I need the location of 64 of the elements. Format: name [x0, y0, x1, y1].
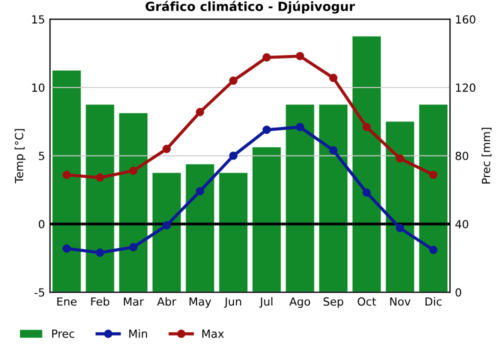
legend-label: Max: [202, 330, 224, 338]
point: [229, 152, 238, 160]
x-tick-label: Ene: [57, 297, 77, 306]
point: [262, 126, 271, 134]
x-tick-label: Jul: [259, 297, 272, 308]
y2-tick-label: 40: [455, 220, 468, 228]
point: [429, 170, 438, 180]
point: [296, 52, 304, 60]
point: [196, 108, 204, 116]
point: [262, 53, 271, 62]
point: [396, 154, 404, 163]
x-tick-label: Sep: [324, 297, 344, 308]
legend-label: Min: [129, 329, 147, 338]
point: [129, 243, 138, 252]
bar: [286, 104, 314, 292]
x-tick-label: Jun: [224, 297, 242, 308]
point: [162, 144, 171, 154]
x-tick-label: Ago: [289, 297, 310, 308]
point: [62, 244, 71, 253]
point: [396, 224, 404, 232]
x-tick-label: Feb: [91, 297, 110, 306]
point: [362, 188, 371, 197]
point: [129, 166, 138, 175]
point: [362, 122, 371, 132]
bar: [252, 147, 281, 292]
point: [196, 187, 204, 196]
y2-tick-label: 160: [456, 15, 476, 24]
bar: [86, 104, 114, 292]
y-tick-label: -5: [34, 288, 44, 297]
y-tick-label: 10: [32, 83, 44, 92]
point: [96, 248, 104, 257]
x-tick-label: Abr: [157, 297, 176, 306]
y2-axis-title: Prec [mm]: [482, 128, 492, 184]
y2-tick-label: 0: [456, 288, 462, 297]
point: [96, 173, 104, 182]
bar: [186, 164, 214, 292]
bar: [152, 172, 181, 292]
bar: [219, 172, 248, 292]
y-axis-title: Temp [°C]: [14, 129, 26, 184]
legend-label: Prec: [52, 330, 74, 338]
point: [162, 221, 171, 230]
bar: [119, 113, 148, 292]
x-tick-label: Oct: [358, 297, 376, 306]
point: [229, 76, 238, 85]
chart-title: Gráfico climático - Djúpivogur: [146, 0, 355, 14]
point: [329, 74, 338, 82]
y-tick-label: 5: [38, 152, 44, 160]
bar: [419, 104, 448, 292]
x-tick-label: Nov: [390, 297, 411, 306]
point: [429, 246, 438, 254]
x-tick-label: Mar: [124, 297, 144, 306]
bar: [52, 70, 81, 292]
x-tick-label: Dic: [426, 297, 442, 306]
point: [296, 122, 304, 132]
y-tick-label: 15: [32, 15, 44, 24]
point: [329, 146, 338, 154]
bar: [352, 36, 381, 292]
bar: [319, 104, 348, 292]
x-tick-label: May: [190, 297, 212, 308]
y-tick-label: 0: [38, 220, 44, 228]
y2-tick-label: 120: [456, 83, 476, 92]
point: [62, 170, 71, 180]
bar: [386, 122, 414, 292]
y2-tick-label: 80: [456, 152, 468, 160]
